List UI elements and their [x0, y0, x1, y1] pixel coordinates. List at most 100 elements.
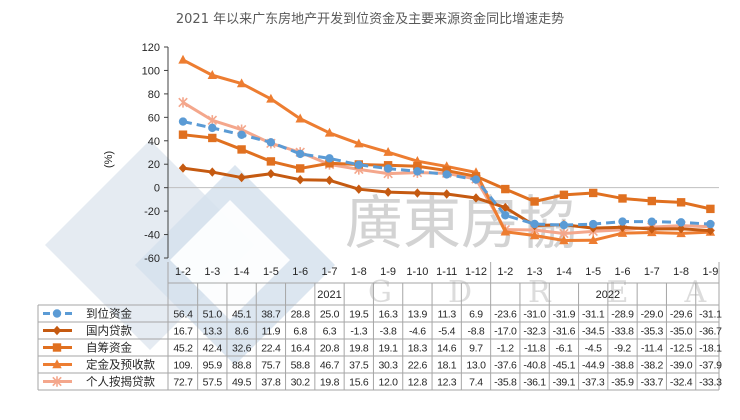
table-cell-value: 22.4 [261, 343, 281, 355]
data-point [236, 78, 247, 88]
data-point [325, 175, 334, 185]
legend-label: 个人按揭贷款 [86, 375, 155, 389]
data-point [501, 184, 510, 194]
table-cell-value: -44.9 [582, 360, 605, 372]
y-tick-label: 100 [142, 65, 160, 77]
data-point [676, 223, 686, 234]
data-point [178, 130, 188, 139]
data-point [706, 204, 715, 214]
table-cell-value: 32.6 [232, 343, 252, 355]
table-cell-value: -11.4 [641, 343, 663, 355]
table-cell-value: 16.3 [378, 309, 398, 321]
data-point [208, 167, 217, 177]
table-cell-value: -35.3 [641, 326, 664, 338]
y-tick-label: -60 [144, 253, 160, 265]
table-cell-value: -39.1 [553, 377, 576, 389]
data-point [178, 54, 188, 64]
plot-area: 120 100 80 60 40 20 0 -20 -40 -60 (%) 1-2 1-3 1-4 1-5 1… [37, 42, 722, 391]
table-cell-value: 7.4 [469, 377, 483, 389]
data-point [501, 211, 510, 220]
data-point [618, 194, 627, 203]
legend-key [43, 359, 72, 369]
data-point [530, 197, 539, 206]
table-cell-value: -38.2 [641, 360, 664, 372]
x-tick-label: 1-7 [322, 266, 338, 278]
table-cell-value: -35.9 [611, 377, 634, 389]
table-cell-value: 12.8 [408, 377, 428, 389]
data-point [295, 113, 305, 123]
table-cell-value: 51.0 [203, 309, 223, 321]
table-cell-value: -3.8 [380, 326, 397, 338]
data-point [52, 325, 62, 336]
series-2 [178, 163, 715, 236]
y-tick-label: 20 [148, 159, 160, 171]
year-group-label: 2021 [317, 289, 341, 301]
data-point [52, 376, 62, 387]
legend-label: 国内贷款 [86, 324, 132, 338]
x-tick-label: 1-4 [556, 266, 572, 278]
table-cell-value: 72.7 [173, 377, 193, 389]
data-point [529, 230, 540, 240]
data-point [354, 160, 363, 170]
table-cell-value: -28.9 [611, 309, 634, 321]
data-point [383, 146, 393, 156]
legend-label: 定金及预收款 [86, 358, 155, 372]
data-point [324, 127, 335, 137]
y-tick-label: 0 [154, 183, 160, 195]
table-cell-value: 49.5 [232, 377, 252, 389]
data-point [588, 235, 598, 244]
legend-key [43, 376, 72, 387]
data-point [676, 218, 686, 227]
legend-label: 到位资金 [86, 307, 132, 321]
table-cell-value: 15.6 [349, 377, 369, 389]
data-point [237, 172, 246, 183]
table-cell-value: -17.0 [494, 326, 517, 338]
data-point [237, 130, 246, 139]
table-cell-value: 28.8 [291, 309, 311, 321]
table-cell-value: 20.8 [320, 343, 340, 355]
data-point [178, 117, 188, 126]
table-cell-value: 13.9 [408, 309, 428, 321]
table-cell-value: 14.6 [437, 343, 457, 355]
table-cell-value: -37.9 [699, 360, 722, 372]
table-cell-value: 18.1 [437, 360, 457, 372]
table-cell-value: 13.3 [203, 326, 223, 338]
x-tick-label: 1-5 [585, 266, 601, 278]
table-cell-value: 75.7 [261, 360, 281, 372]
table-cell-value: 16.4 [291, 343, 311, 355]
table-cell-value: -33.3 [699, 377, 722, 389]
x-tick-label: 1-6 [292, 266, 308, 278]
table-cell-value: -36.7 [699, 326, 722, 338]
table-cell-value: 30.3 [378, 360, 398, 372]
table-cell-value: -5.4 [438, 326, 455, 338]
table-cell-value: -38.8 [611, 360, 634, 372]
data-point [706, 225, 715, 236]
table-cell-value: -23.6 [494, 309, 517, 321]
data-point [442, 189, 451, 199]
y-tick-label: 60 [148, 112, 160, 124]
data-point [266, 93, 276, 103]
data-point [52, 343, 62, 352]
table-cell-value: -34.5 [582, 326, 605, 338]
data-point [442, 170, 451, 179]
table-cell-value: -31.1 [699, 309, 722, 321]
data-point [413, 162, 422, 171]
data-point [178, 97, 188, 108]
table-cell-value: -11.8 [524, 343, 546, 355]
data-point [325, 154, 334, 163]
watermark-logo: 廣東房協 GDREA [45, 140, 740, 365]
x-tick-label: 1-2 [497, 266, 513, 278]
table-cell-value: -36.1 [523, 377, 546, 389]
table-cell-value: -37.3 [582, 377, 605, 389]
data-point [296, 149, 305, 159]
data-point [354, 184, 363, 194]
table-cell-value: 57.5 [203, 377, 223, 389]
x-tick-label: 1-8 [351, 266, 367, 278]
x-tick-label: 1-7 [644, 266, 660, 278]
watermark-en-text: GDREA [368, 275, 740, 310]
table-cell-value: -8.8 [468, 326, 485, 338]
table-cell-value: 12.3 [437, 377, 457, 389]
table-cell-value: -18.1 [699, 343, 722, 355]
data-point [589, 219, 598, 229]
